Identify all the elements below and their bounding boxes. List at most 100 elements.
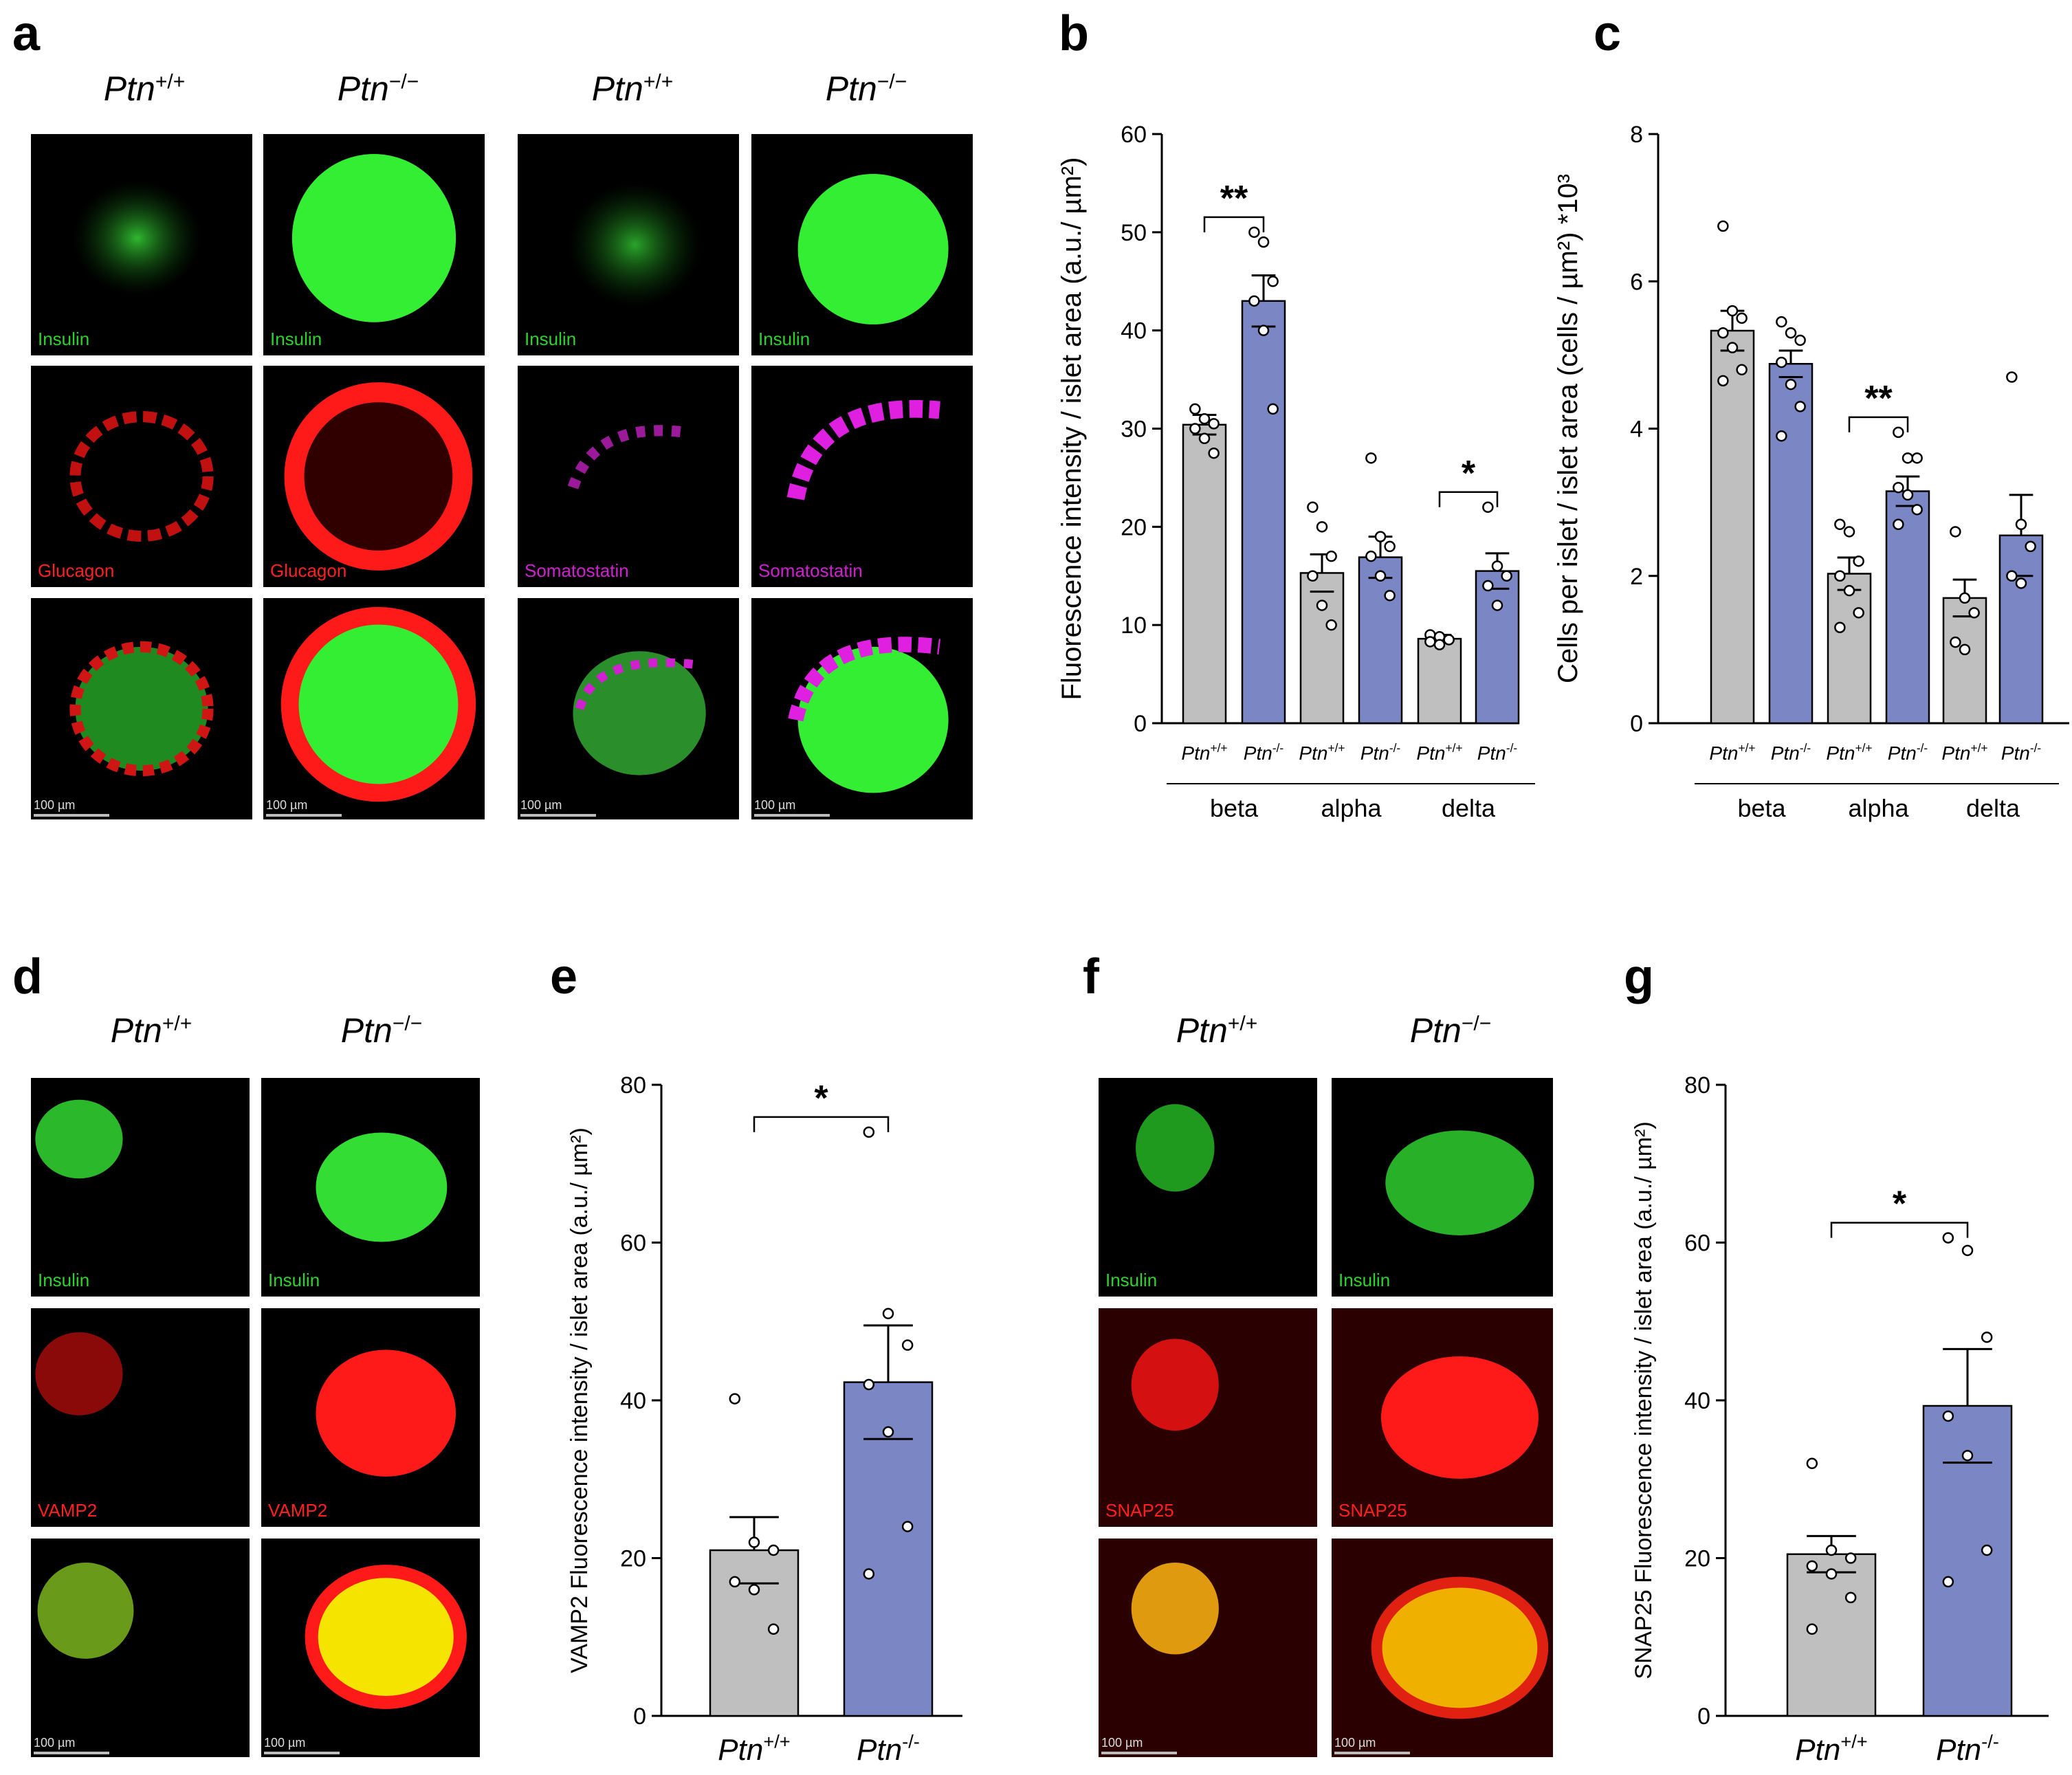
stain-label-snap25: SNAP25 bbox=[1338, 1500, 1407, 1521]
y-tick-label: 6 bbox=[1630, 269, 1643, 295]
stain-label-insulin: Insulin bbox=[270, 329, 322, 349]
data-point bbox=[1198, 432, 1211, 445]
data-point bbox=[1736, 364, 1748, 376]
y-axis-label: Fluorescence intensity / islet area (a.u… bbox=[1057, 157, 1087, 701]
scale-bar: 100 µm bbox=[34, 1736, 109, 1754]
data-point bbox=[1776, 356, 1787, 368]
data-point bbox=[1307, 501, 1319, 514]
genotype-header-wt: Ptn+/+ bbox=[103, 69, 186, 108]
genotype-header-ko: Ptn−/− bbox=[340, 1011, 423, 1050]
y-tick-label: 20 bbox=[1121, 514, 1147, 540]
data-point bbox=[1257, 236, 1270, 248]
y-tick-label: 0 bbox=[633, 1704, 646, 1730]
data-point bbox=[2015, 577, 2027, 589]
data-point bbox=[1189, 403, 1201, 415]
micrograph-wt-insulin: Insulin bbox=[31, 1078, 250, 1297]
category-label: Ptn+/+ bbox=[1826, 741, 1872, 764]
data-point bbox=[2006, 371, 2018, 383]
data-point bbox=[1717, 327, 1729, 339]
stain-label-glucagon: Glucagon bbox=[38, 560, 115, 581]
group-label: delta bbox=[1442, 794, 1496, 822]
y-tick-label: 20 bbox=[1684, 1546, 1710, 1572]
data-point bbox=[767, 1544, 780, 1556]
data-point bbox=[1736, 312, 1748, 324]
bar bbox=[1182, 423, 1227, 725]
data-point bbox=[1834, 518, 1846, 531]
data-point bbox=[1911, 504, 1923, 516]
data-point bbox=[901, 1521, 914, 1532]
micrograph-ko-merge: 100 µm bbox=[261, 1539, 480, 1757]
data-point bbox=[1825, 1544, 1838, 1556]
data-point bbox=[1794, 334, 1806, 346]
genotype-header-ko: Ptn−/− bbox=[337, 69, 419, 108]
stain-label-insulin: Insulin bbox=[38, 329, 90, 349]
data-point bbox=[1853, 607, 1864, 619]
data-point bbox=[1776, 430, 1787, 442]
genotype-header-wt: Ptn+/+ bbox=[591, 69, 674, 108]
micrograph-wt-glucagon: Glucagon bbox=[31, 366, 252, 587]
y-tick-label: 60 bbox=[620, 1231, 646, 1257]
scale-bar: 100 µm bbox=[1334, 1736, 1410, 1754]
data-point bbox=[1316, 599, 1328, 611]
bar bbox=[843, 1381, 934, 1717]
micrograph-ko-snap25: SNAP25 bbox=[1332, 1308, 1553, 1527]
y-tick-label: 40 bbox=[1121, 318, 1147, 344]
y-tick-label: 80 bbox=[1684, 1072, 1710, 1099]
bar bbox=[1786, 1553, 1877, 1717]
data-point bbox=[1981, 1331, 1993, 1343]
data-point bbox=[1491, 599, 1503, 611]
category-label: Ptn+/+ bbox=[1795, 1730, 1867, 1767]
scale-bar: 100 µm bbox=[266, 798, 342, 817]
y-tick-label: 80 bbox=[620, 1072, 646, 1099]
data-point bbox=[1316, 521, 1328, 533]
scale-bar: 100 µm bbox=[1101, 1736, 1177, 1754]
micrograph-wt-vamp2: VAMP2 bbox=[31, 1308, 250, 1527]
bar bbox=[1942, 597, 1987, 725]
bar bbox=[709, 1549, 800, 1717]
data-point bbox=[1482, 501, 1494, 514]
data-point bbox=[1785, 327, 1797, 339]
panel-letter-a: a bbox=[12, 6, 41, 61]
data-point bbox=[1189, 423, 1201, 434]
panel-letter-d: d bbox=[12, 949, 43, 1004]
data-point bbox=[1844, 1552, 1857, 1564]
scale-bar: 100 µm bbox=[520, 798, 596, 817]
panel-letter-b: b bbox=[1059, 6, 1089, 61]
data-point bbox=[1726, 305, 1739, 317]
genotype-header-ko: Ptn−/− bbox=[1409, 1011, 1492, 1050]
data-point bbox=[1717, 220, 1729, 232]
y-tick-label: 0 bbox=[1630, 711, 1643, 737]
data-point bbox=[1248, 295, 1260, 307]
y-tick-label: 0 bbox=[1697, 1704, 1710, 1730]
data-point bbox=[1981, 1544, 1993, 1556]
data-point bbox=[1443, 634, 1455, 646]
bar bbox=[1710, 329, 1755, 725]
micrograph-ko-somatostatin: Somatostatin bbox=[751, 366, 973, 587]
micrograph-wt-somatostatin: Somatostatin bbox=[518, 366, 739, 587]
data-point bbox=[1806, 1457, 1818, 1470]
bar bbox=[1827, 573, 1872, 725]
scale-bar: 100 µm bbox=[264, 1736, 340, 1754]
data-point bbox=[729, 1576, 741, 1588]
micrograph-wt-merge: 100 µm bbox=[31, 1539, 250, 1757]
stain-label-somatostatin: Somatostatin bbox=[525, 560, 629, 581]
category-label: Ptn+/+ bbox=[1709, 741, 1755, 764]
micrograph-wt-merge: 100 µm bbox=[31, 598, 252, 819]
category-label: Ptn-/- bbox=[1888, 741, 1928, 764]
data-point bbox=[1267, 276, 1279, 287]
data-point bbox=[1961, 1244, 1974, 1257]
group-label: delta bbox=[1966, 794, 2020, 822]
category-label: Ptn-/- bbox=[1771, 741, 1811, 764]
significance-label: * bbox=[1462, 454, 1476, 494]
data-point bbox=[1785, 378, 1797, 390]
y-tick-label: 40 bbox=[1684, 1388, 1710, 1414]
y-tick-label: 20 bbox=[620, 1546, 646, 1572]
data-point bbox=[863, 1126, 875, 1138]
data-point bbox=[1806, 1560, 1818, 1572]
significance-label: ** bbox=[1220, 179, 1248, 219]
category-label: Ptn-/- bbox=[2001, 741, 2042, 764]
y-tick-label: 40 bbox=[620, 1388, 646, 1414]
data-point bbox=[1834, 570, 1846, 582]
y-tick-label: 30 bbox=[1121, 417, 1147, 443]
